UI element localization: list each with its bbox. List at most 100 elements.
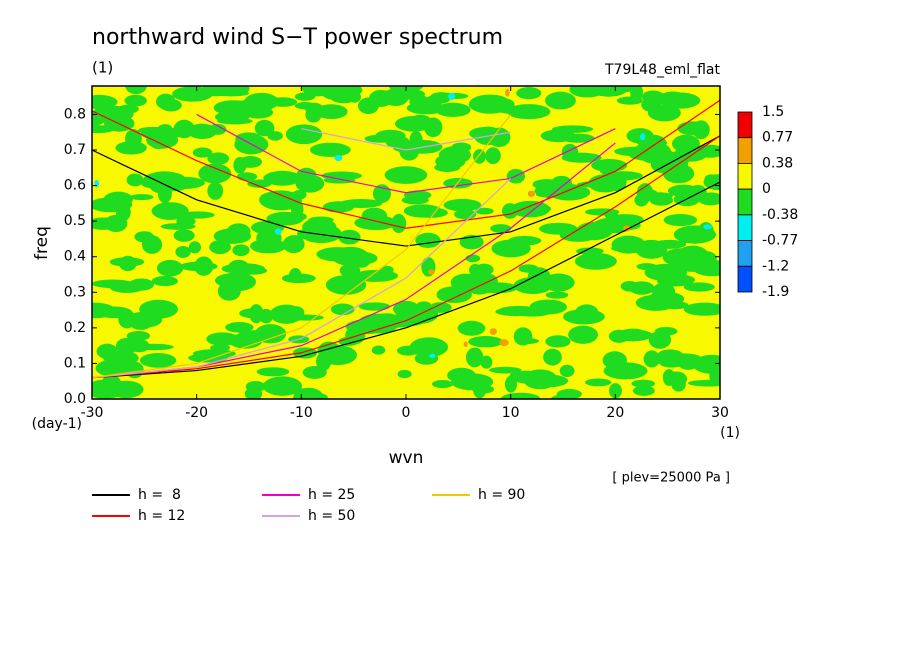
contour-blob	[156, 259, 184, 277]
contour-blob	[472, 385, 495, 394]
contour-blob	[438, 146, 471, 164]
contour-blob	[318, 345, 358, 365]
contour-blob	[429, 302, 452, 313]
contour-blob	[692, 250, 717, 266]
contour-blob	[457, 320, 486, 336]
colorbar-label: -0.77	[762, 233, 798, 249]
contour-blob	[569, 86, 606, 98]
contour-blob	[244, 387, 263, 399]
dispersion-curve	[92, 178, 512, 379]
contour-blob	[652, 239, 687, 249]
contour-blob	[92, 302, 116, 319]
contour-blob	[354, 215, 398, 231]
x-axis-label: wvn	[389, 448, 424, 468]
contour-blob	[218, 272, 256, 292]
contour-blob	[141, 235, 163, 254]
contour-blob	[463, 341, 468, 348]
contour-blob	[262, 376, 303, 396]
contour-blob	[550, 175, 573, 191]
contour-blob	[95, 359, 133, 377]
contour-blob	[281, 273, 316, 284]
contour-blob	[192, 349, 236, 359]
contour-blob	[314, 104, 348, 120]
contour-blob	[227, 259, 250, 276]
contour-blob	[636, 263, 657, 271]
dispersion-curves	[92, 99, 720, 379]
y-tick-label: 0.0	[64, 391, 86, 407]
colorbar-label: 0	[762, 181, 771, 197]
legend-label: h = 50	[308, 508, 355, 524]
contour-blob	[704, 174, 718, 184]
contour-blob	[434, 163, 461, 172]
contour-blob	[207, 181, 224, 200]
contour-blob	[468, 336, 504, 348]
contour-blob	[671, 377, 686, 392]
contour-blob	[192, 147, 213, 158]
contour-blob	[209, 240, 231, 255]
y-tick-label: 0.2	[64, 320, 86, 336]
contour-blob	[659, 92, 701, 109]
contour-blob	[118, 309, 136, 329]
y-axis-label: freq	[32, 226, 52, 260]
contour-blob	[505, 88, 510, 97]
contour-blob	[611, 235, 646, 254]
contour-blob	[210, 344, 231, 352]
y-tick-label: 0.8	[64, 106, 86, 122]
contour-blob	[662, 301, 689, 310]
contour-blob	[560, 133, 595, 143]
colorbar-label: 0.77	[762, 130, 793, 146]
contour-blob	[528, 374, 569, 388]
y-tick-label: 0.5	[64, 213, 86, 229]
dispersion-curve	[92, 135, 720, 247]
level-note: [ plev=25000 Pa ]	[612, 471, 730, 486]
dispersion-curve	[92, 114, 512, 379]
contour-blob	[250, 238, 287, 254]
contour-blob	[468, 94, 512, 114]
contour-blob	[293, 387, 324, 399]
contour-blob	[495, 307, 537, 317]
contour-blob	[491, 239, 531, 258]
contour-blob	[632, 385, 655, 396]
contour-blob	[683, 302, 720, 316]
contour-blob	[180, 211, 215, 219]
colorbar-box	[737, 163, 753, 190]
contour-blob	[609, 383, 622, 399]
contour-blob	[325, 86, 355, 93]
contour-blob	[415, 232, 441, 248]
contour-blob	[527, 190, 535, 197]
contour-blob	[173, 119, 195, 139]
contour-blob	[545, 91, 576, 110]
contour-blob	[172, 86, 213, 102]
contour-blob	[643, 350, 661, 368]
contour-blob	[397, 369, 412, 379]
colorbar-label: -1.9	[762, 284, 789, 300]
contour-blob	[179, 261, 218, 272]
contour-blob	[214, 111, 250, 123]
contour-blob	[92, 105, 134, 123]
contour-blob	[160, 223, 196, 230]
contour-blob	[465, 347, 484, 368]
y-tick-label: 0.7	[64, 142, 86, 158]
contour-blob	[559, 364, 575, 378]
contour-blob	[465, 254, 481, 263]
contour-blob	[489, 328, 497, 335]
contour-blob	[585, 378, 612, 387]
y-tick-label: 0.4	[64, 249, 86, 265]
contour-blob	[403, 190, 432, 200]
legend-label: h = 25	[308, 487, 355, 503]
contour-blob	[247, 179, 272, 188]
contour-blob	[649, 194, 674, 206]
x-tick-label: 30	[711, 405, 729, 421]
colorbar-box	[737, 240, 753, 267]
chart-title: northward wind S−T power spectrum	[92, 25, 503, 50]
contour-blob	[427, 269, 435, 275]
contour-blob	[309, 142, 351, 157]
contour-blob	[124, 94, 147, 107]
contour-blob	[157, 124, 173, 135]
contour-blob	[608, 329, 630, 343]
x-tick-label: -20	[185, 405, 208, 421]
contour-blob	[413, 207, 448, 218]
contour-blob	[290, 199, 304, 219]
x-unit: (1)	[720, 425, 740, 441]
contour-blob	[640, 133, 646, 141]
